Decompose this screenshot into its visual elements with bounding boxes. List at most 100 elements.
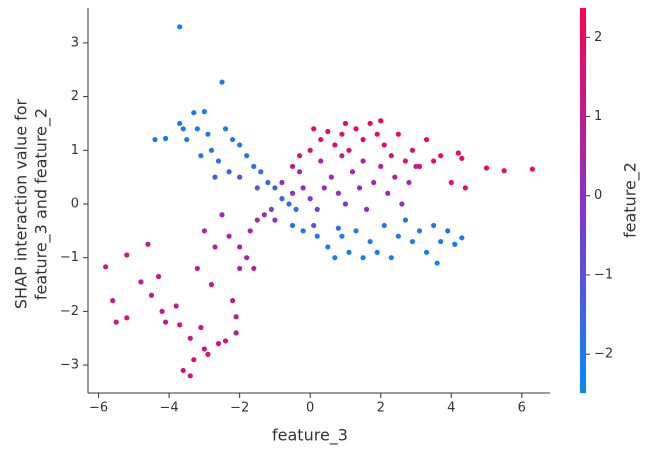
point	[254, 185, 260, 191]
point	[148, 292, 155, 298]
point	[364, 206, 370, 212]
point	[215, 158, 222, 164]
point	[332, 255, 338, 261]
point	[395, 233, 401, 239]
point	[205, 351, 211, 357]
point	[378, 118, 384, 124]
point	[272, 217, 278, 223]
point	[431, 158, 437, 164]
point	[177, 24, 183, 30]
y-tick-label: −1	[60, 250, 79, 265]
y-axis-label: SHAP interaction value for	[12, 98, 31, 309]
point	[360, 255, 366, 261]
point	[459, 155, 465, 161]
point	[289, 163, 296, 170]
point	[339, 153, 345, 159]
point	[187, 373, 193, 379]
point	[201, 228, 207, 234]
point	[237, 244, 243, 250]
point	[367, 238, 373, 245]
colorbar-tick-label: −2	[594, 347, 613, 362]
colorbar-tick-label: −1	[594, 267, 613, 282]
point	[177, 322, 183, 328]
x-tick-label: −6	[89, 401, 108, 416]
point	[265, 179, 271, 186]
point	[360, 136, 366, 143]
point	[215, 340, 222, 347]
x-tick-label: 4	[447, 401, 455, 416]
point	[378, 163, 384, 170]
point	[237, 174, 243, 180]
point	[342, 120, 349, 127]
point	[339, 233, 345, 239]
point	[251, 265, 257, 272]
x-axis-label: feature_3	[272, 426, 348, 446]
point	[138, 279, 144, 285]
point	[321, 185, 327, 191]
point	[452, 241, 458, 247]
x-tick-label: −2	[230, 401, 249, 416]
y-axis-label: feature_3 and feature_2	[32, 108, 52, 300]
point	[289, 222, 296, 229]
point	[155, 273, 162, 280]
point	[191, 110, 197, 116]
point	[388, 153, 394, 159]
point	[208, 147, 215, 153]
y-tick-label: 1	[71, 143, 79, 158]
y-tick-label: 0	[71, 196, 79, 211]
point	[212, 174, 218, 180]
point	[289, 190, 296, 196]
point	[462, 185, 468, 191]
point	[325, 128, 331, 135]
point	[279, 196, 285, 202]
point	[431, 222, 437, 229]
point	[233, 314, 239, 320]
point	[279, 179, 285, 186]
colorbar-tick-label: 0	[594, 188, 602, 203]
x-tick-label: 6	[518, 401, 526, 416]
point	[459, 235, 465, 241]
point	[409, 238, 416, 245]
point	[113, 319, 119, 325]
point	[194, 126, 200, 132]
y-tick-label: −2	[60, 304, 79, 319]
point	[311, 222, 317, 229]
point	[416, 163, 423, 170]
point	[198, 153, 204, 159]
y-tick-label: 2	[71, 89, 79, 104]
point	[233, 330, 239, 336]
point	[180, 126, 186, 132]
point	[307, 196, 313, 202]
point	[124, 252, 130, 258]
x-tick-label: 0	[306, 401, 314, 416]
point	[318, 136, 324, 143]
point	[374, 131, 380, 137]
point	[349, 169, 356, 175]
point	[212, 244, 218, 250]
point	[371, 179, 377, 186]
colorbar	[580, 8, 586, 393]
point	[251, 163, 257, 170]
point	[229, 298, 236, 304]
point	[367, 120, 373, 127]
point	[381, 222, 387, 229]
colorbar-tick-label: 1	[594, 109, 602, 124]
point	[208, 281, 215, 288]
point	[385, 190, 391, 196]
point	[201, 109, 207, 115]
point	[162, 319, 169, 325]
point	[388, 255, 394, 261]
point	[254, 217, 260, 223]
point	[222, 338, 229, 344]
point	[219, 79, 225, 85]
point	[392, 174, 398, 180]
point	[353, 228, 359, 234]
point	[328, 174, 334, 180]
point	[423, 136, 430, 143]
point	[402, 158, 409, 164]
point	[501, 168, 507, 174]
point	[356, 185, 363, 191]
point	[124, 315, 130, 321]
colorbar-tick-label: 2	[594, 30, 602, 45]
